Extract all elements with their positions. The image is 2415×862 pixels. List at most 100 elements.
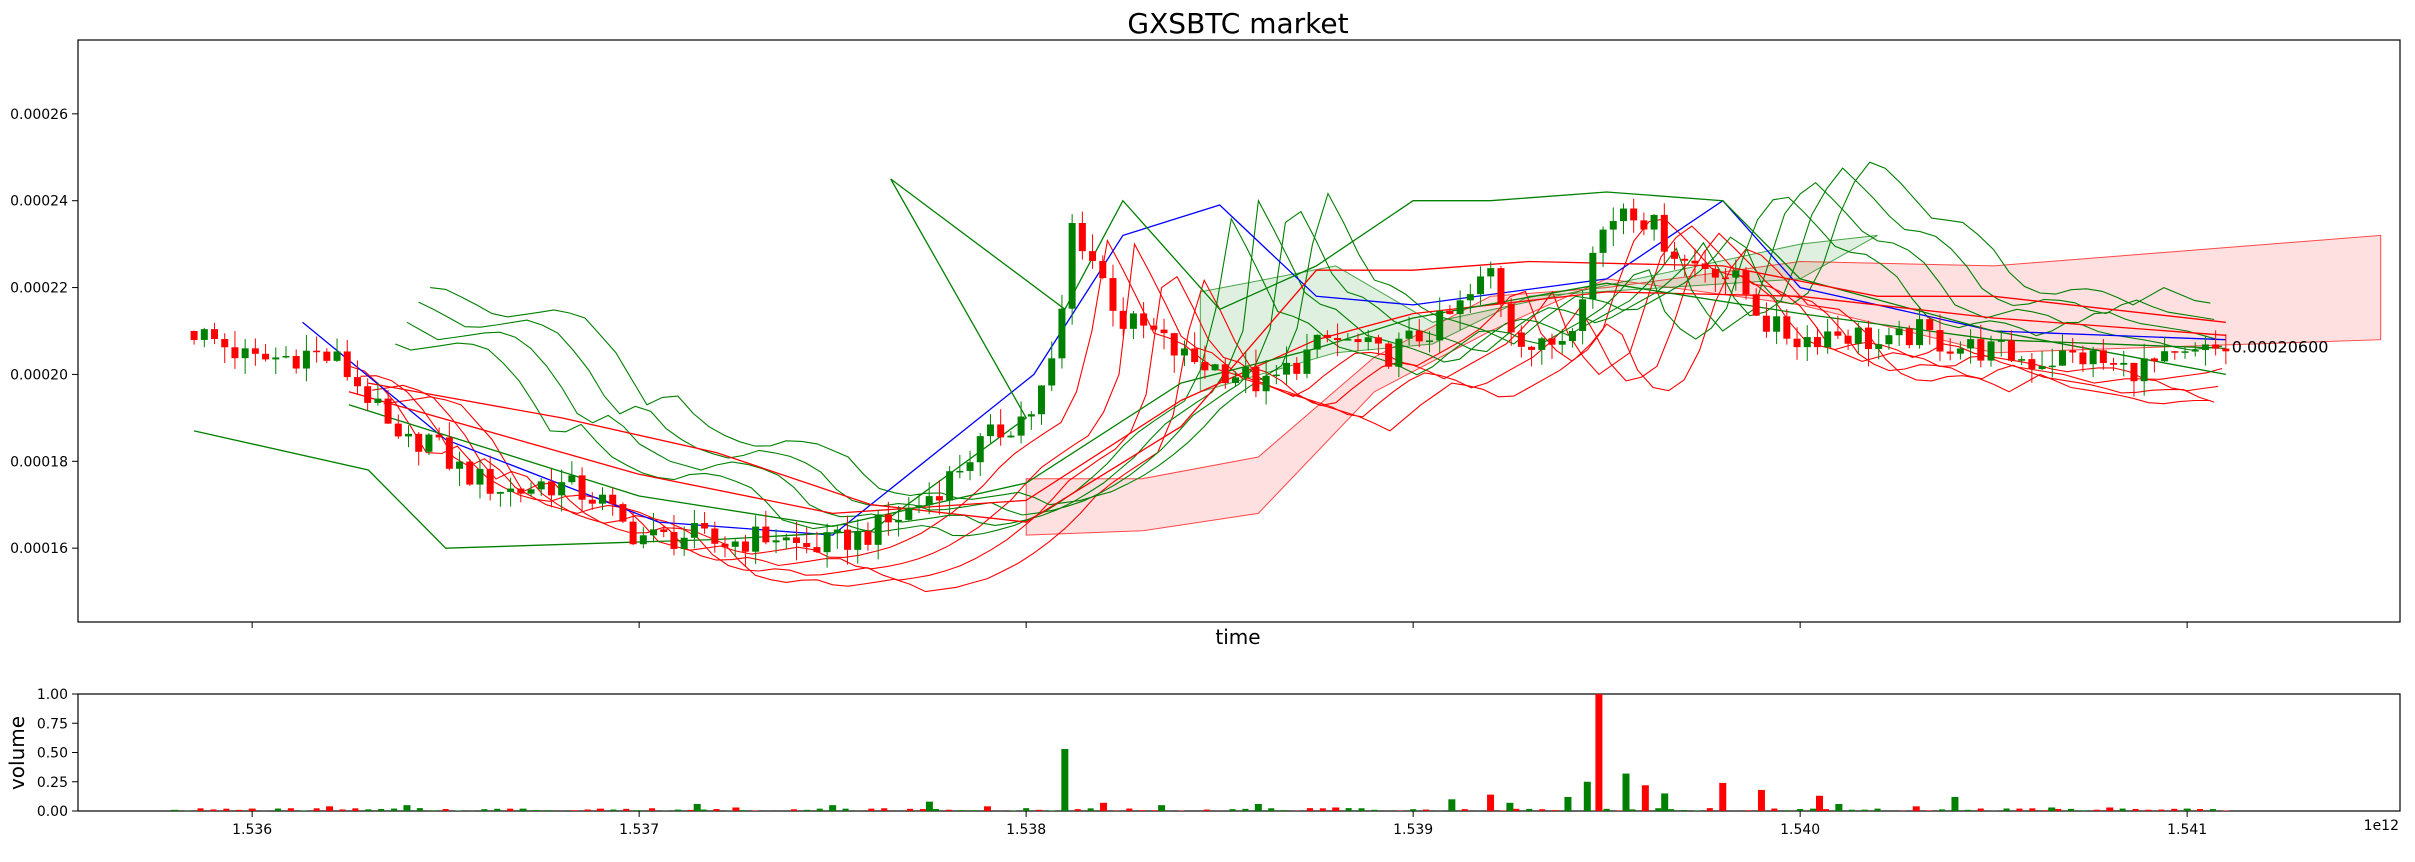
volume-bar bbox=[2158, 809, 2165, 811]
candle-body bbox=[895, 519, 903, 523]
volume-bar bbox=[1010, 810, 1017, 811]
candle-body bbox=[956, 470, 964, 473]
volume-bar bbox=[713, 809, 720, 811]
volume-bar bbox=[1319, 808, 1326, 811]
candle-body bbox=[1732, 270, 1740, 278]
candle-body bbox=[803, 542, 811, 548]
volume-bar bbox=[2055, 808, 2062, 811]
candle-body bbox=[884, 514, 892, 523]
candle-body bbox=[2007, 340, 2015, 361]
volume-bar bbox=[1332, 807, 1340, 811]
candle-body bbox=[986, 424, 994, 437]
volume-bar bbox=[223, 808, 230, 811]
volume-x-tick-label: 1.538 bbox=[1006, 822, 1046, 838]
candle-body bbox=[1395, 338, 1403, 367]
candle-body bbox=[1599, 229, 1607, 253]
volume-bar bbox=[1242, 808, 1249, 811]
volume-bar bbox=[352, 808, 359, 811]
candle-body bbox=[517, 488, 525, 494]
volume-x-tick-label: 1.537 bbox=[619, 822, 659, 838]
volume-bar bbox=[2197, 809, 2204, 811]
candle-body bbox=[731, 541, 739, 547]
volume-bar bbox=[287, 808, 294, 811]
candle-body bbox=[1058, 308, 1066, 359]
volume-bar bbox=[1745, 810, 1752, 811]
candle-body bbox=[1242, 366, 1250, 378]
candle-body bbox=[2048, 365, 2056, 368]
candle-body bbox=[2212, 344, 2220, 349]
volume-bar bbox=[1254, 803, 1262, 811]
candle-body bbox=[558, 482, 566, 496]
candle-body bbox=[2171, 351, 2179, 353]
candle-body bbox=[1987, 341, 1995, 361]
candle-body bbox=[1528, 346, 1536, 350]
volume-bar bbox=[958, 810, 965, 811]
volume-bar bbox=[816, 808, 823, 811]
candle-body bbox=[792, 537, 800, 543]
volume-bar bbox=[790, 809, 797, 811]
candle-body bbox=[2181, 351, 2189, 353]
candle-body bbox=[251, 348, 259, 354]
volume-bar bbox=[2209, 809, 2216, 811]
volume-bar bbox=[932, 809, 939, 811]
candle-body bbox=[1119, 310, 1127, 329]
candle-body bbox=[1803, 337, 1811, 348]
volume-bar bbox=[1595, 694, 1603, 811]
volume-bar bbox=[596, 808, 604, 811]
candle-body bbox=[2079, 352, 2087, 365]
volume-bar bbox=[868, 808, 875, 811]
candle-body bbox=[456, 461, 464, 469]
candle-body bbox=[1211, 364, 1219, 371]
candle-body bbox=[1609, 221, 1617, 230]
candle-body bbox=[374, 398, 382, 403]
candle-body bbox=[343, 351, 351, 378]
candle-body bbox=[588, 499, 596, 504]
candle-body bbox=[1425, 340, 1433, 342]
candle-body bbox=[1466, 294, 1474, 301]
candle-body bbox=[1446, 310, 1454, 315]
candle-body bbox=[823, 532, 831, 553]
candle-body bbox=[1783, 316, 1791, 339]
candle-body bbox=[1752, 294, 1760, 316]
candle-body bbox=[1415, 330, 1423, 342]
candle-body bbox=[650, 529, 658, 536]
candle-body bbox=[568, 475, 576, 483]
candle-body bbox=[844, 529, 852, 550]
candle-body bbox=[1701, 263, 1709, 269]
volume-bar bbox=[1061, 748, 1069, 811]
volume-bar bbox=[2068, 808, 2075, 811]
volume-bar bbox=[1345, 808, 1352, 811]
candle-body bbox=[1681, 258, 1689, 261]
candle-body bbox=[323, 351, 331, 361]
candle-body bbox=[762, 526, 770, 543]
candle-body bbox=[1007, 435, 1015, 438]
candle-body bbox=[752, 526, 760, 552]
main-y-tick-label: 0.00018 bbox=[10, 454, 68, 470]
volume-bar bbox=[1487, 794, 1495, 811]
volume-bar bbox=[171, 809, 179, 811]
volume-bar bbox=[210, 809, 217, 811]
volume-bar bbox=[197, 808, 204, 811]
candle-body bbox=[2028, 359, 2036, 370]
candle-body bbox=[1477, 276, 1485, 295]
candle-body bbox=[1517, 332, 1525, 347]
candle-body bbox=[660, 529, 668, 533]
volume-y-axis-label: volume bbox=[5, 716, 29, 790]
candle-body bbox=[1374, 337, 1382, 344]
volume-bar bbox=[1603, 808, 1610, 811]
candle-body bbox=[1997, 340, 2005, 342]
volume-bar bbox=[584, 809, 591, 811]
candle-body bbox=[1844, 335, 1852, 344]
moving-average-line-6 bbox=[418, 167, 2215, 516]
candle-body bbox=[1129, 313, 1137, 329]
volume-bar bbox=[1074, 809, 1081, 811]
moving-average-line-2 bbox=[372, 232, 2215, 581]
volume-x-tick-label: 1.540 bbox=[1780, 822, 1820, 838]
candle-body bbox=[190, 331, 198, 340]
volume-bar bbox=[687, 809, 694, 811]
volume-bar bbox=[1874, 808, 1881, 811]
volume-bar bbox=[1461, 809, 1468, 811]
candle-body bbox=[935, 496, 943, 501]
volume-bar bbox=[1835, 803, 1843, 811]
